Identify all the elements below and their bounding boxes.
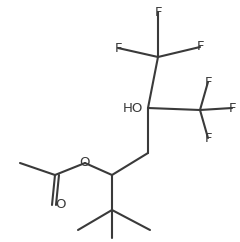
Text: F: F xyxy=(204,131,212,144)
Text: F: F xyxy=(154,6,162,18)
Text: F: F xyxy=(114,41,122,54)
Text: HO: HO xyxy=(123,101,143,114)
Text: F: F xyxy=(196,40,204,53)
Text: F: F xyxy=(204,76,212,89)
Text: O: O xyxy=(80,157,90,169)
Text: O: O xyxy=(55,198,65,212)
Text: F: F xyxy=(228,101,236,114)
